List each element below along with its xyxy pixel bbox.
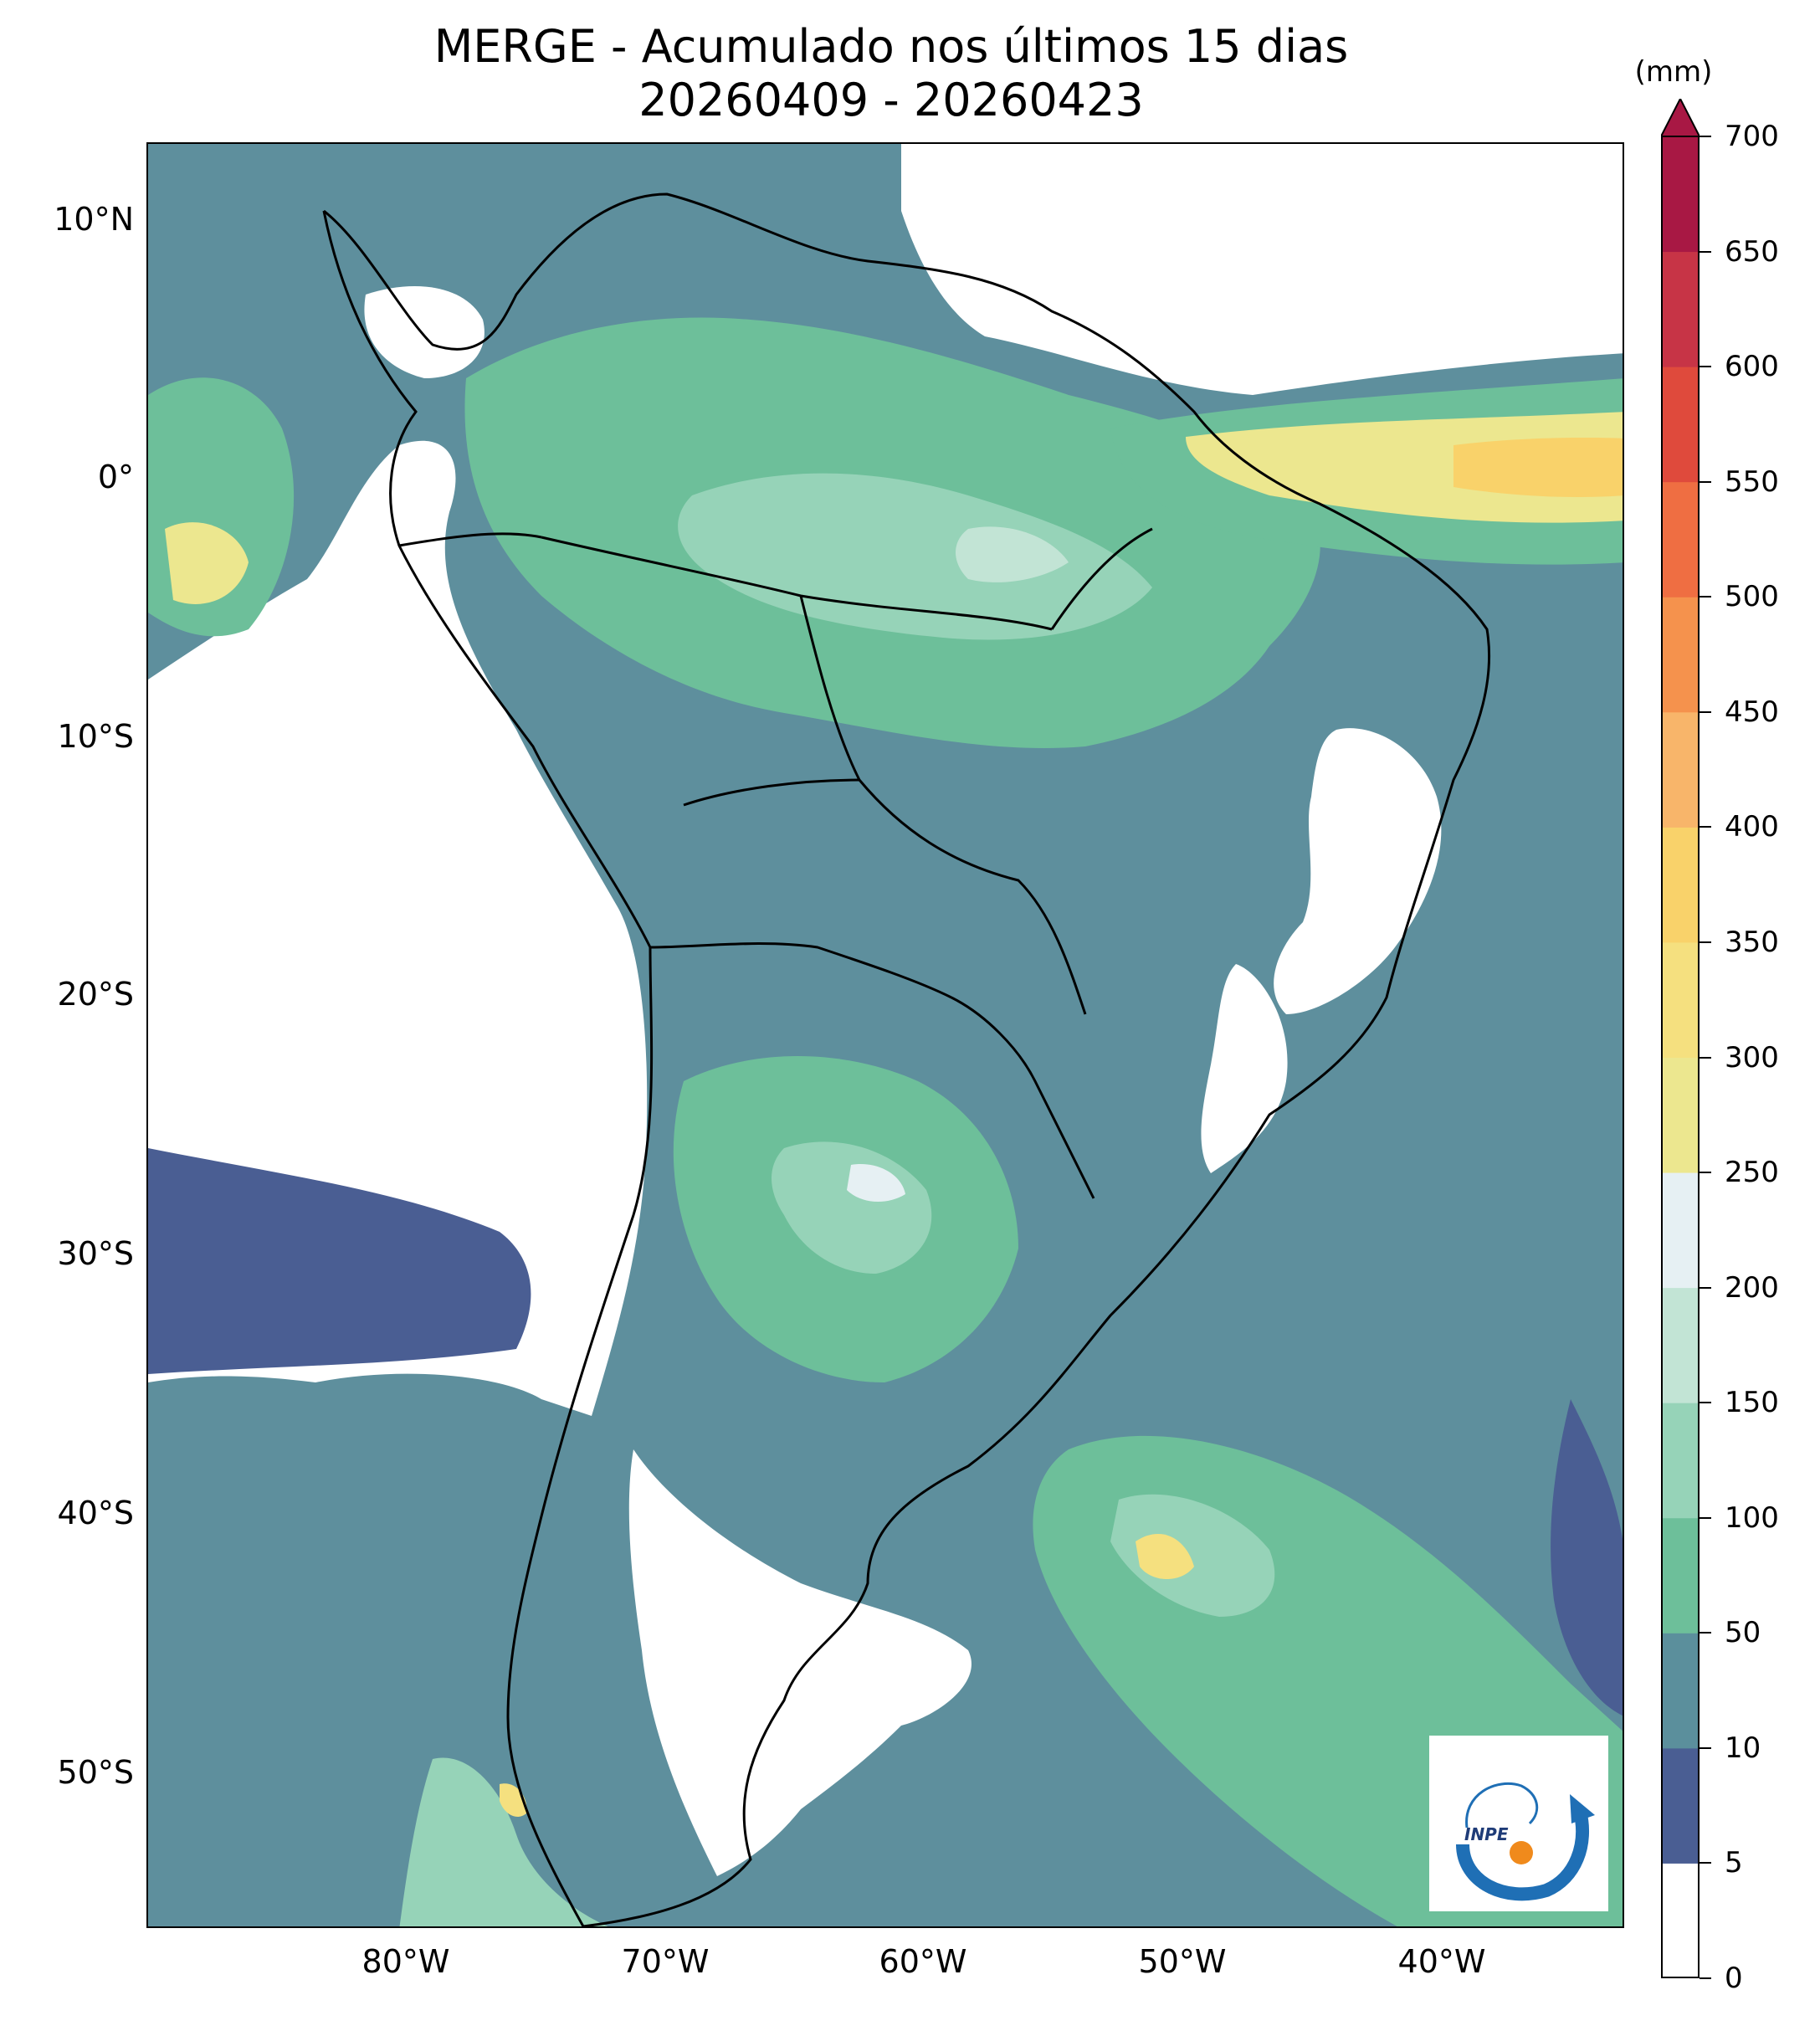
colorbar-tick: [1700, 1172, 1711, 1174]
lon-label-50w: 50°W: [1138, 1943, 1227, 1980]
colorbar-segment: [1661, 1057, 1700, 1173]
dry-area-patagonia: [628, 1449, 972, 1876]
colorbar-tick: [1700, 596, 1711, 598]
colorbar-segment: [1661, 597, 1700, 713]
colorbar-tick: [1700, 1402, 1711, 1404]
colorbar-tick: [1700, 710, 1711, 713]
colorbar-tick: [1700, 1056, 1711, 1059]
lat-label-40s: 40°S: [57, 1495, 134, 1531]
colorbar-segment: [1661, 1633, 1700, 1749]
colorbar-tick: [1700, 480, 1711, 483]
colorbar-tick: [1700, 1862, 1711, 1864]
colorbar-segment: [1661, 941, 1700, 1058]
colorbar-border: [1661, 136, 1700, 1978]
colorbar-tick-label: 100: [1725, 1500, 1779, 1535]
colorbar-segment: [1661, 1403, 1700, 1519]
colorbar-unit: (mm): [1634, 55, 1713, 89]
colorbar-tick-label: 50: [1725, 1616, 1761, 1650]
colorbar-tick: [1700, 1746, 1711, 1749]
colorbar-segment: [1661, 711, 1700, 828]
colorbar-tick-label: 350: [1725, 925, 1779, 959]
dry-area-brazil-east: [1274, 728, 1442, 1014]
rain-band-5-10-east: [1551, 1399, 1623, 1716]
colorbar-tick-label: 550: [1725, 464, 1779, 499]
lon-label-60w: 60°W: [879, 1943, 967, 1980]
colorbar-segment: [1661, 1172, 1700, 1289]
rain-350-400-itcz: [1453, 437, 1623, 497]
colorbar-tick: [1700, 1286, 1711, 1289]
rain-250-300-itcz: [1186, 412, 1623, 523]
colorbar-tick-label: 400: [1725, 810, 1779, 844]
colorbar-tick: [1700, 1632, 1711, 1634]
colorbar-segment: [1661, 1863, 1700, 1978]
colorbar-tick: [1700, 1977, 1711, 1979]
colorbar-segment: [1661, 367, 1700, 483]
colorbar-segment: [1661, 251, 1700, 367]
rain-100-150-south-atlantic: [1110, 1494, 1275, 1617]
lon-label-70w: 70°W: [621, 1943, 710, 1980]
rain-100-150-amazon: [678, 473, 1152, 640]
colorbar-tick: [1700, 826, 1711, 828]
rain-100-150-chile: [399, 1757, 608, 1926]
lat-label-10s: 10°S: [57, 718, 134, 755]
colorbar-tick-label: 5: [1725, 1846, 1743, 1880]
colorbar-tick: [1700, 366, 1711, 368]
colorbar-tick: [1700, 136, 1711, 137]
colorbar-segment: [1661, 481, 1700, 598]
colorbar-tick-label: 450: [1725, 695, 1779, 729]
dry-area-caribbean: [364, 286, 484, 378]
colorbar-tick-label: 150: [1725, 1386, 1779, 1420]
colorbar-segment: [1661, 1517, 1700, 1634]
colorbar-tick-label: 700: [1725, 120, 1779, 153]
colorbar-tick-label: 0: [1725, 1962, 1743, 1995]
svg-text:INPE: INPE: [1464, 1824, 1509, 1844]
lon-label-80w: 80°W: [361, 1943, 450, 1980]
colorbar-tick-label: 200: [1725, 1270, 1779, 1305]
map-title: MERGE - Acumulado nos últimos 15 dias: [433, 20, 1349, 73]
colorbar-extend-arrow: [1661, 99, 1700, 137]
inpe-logo: INPE: [1429, 1736, 1608, 1911]
map-canvas: [148, 144, 1623, 1926]
precipitation-map: [146, 142, 1624, 1928]
colorbar: [1661, 99, 1700, 1978]
lat-label-50s: 50°S: [57, 1754, 134, 1791]
colorbar-tick-label: 650: [1725, 234, 1779, 269]
colorbar-segment: [1661, 1747, 1700, 1864]
lat-label-20s: 20°S: [57, 976, 134, 1013]
colorbar-tick: [1700, 1516, 1711, 1519]
colorbar-segment: [1661, 1287, 1700, 1403]
rain-150-200-amazon: [956, 526, 1069, 582]
colorbar-tick: [1700, 250, 1711, 253]
rain-band-5-10-south: [148, 1148, 531, 1374]
lat-label-0: 0°: [97, 459, 134, 495]
map-subtitle-dates: 20260409 - 20260423: [638, 74, 1144, 126]
colorbar-tick-label: 10: [1725, 1731, 1761, 1765]
rain-200-250-south-central: [847, 1164, 905, 1203]
colorbar-tick-label: 600: [1725, 350, 1779, 384]
lat-label-30s: 30°S: [57, 1235, 134, 1272]
colorbar-segment: [1661, 827, 1700, 943]
lat-label-10n: 10°N: [54, 201, 134, 238]
dry-area-north-atlantic: [901, 144, 1623, 395]
colorbar-segment: [1661, 136, 1700, 253]
colorbar-tick: [1700, 941, 1711, 943]
country-borders: [322, 192, 1491, 1926]
colorbar-tick-label: 300: [1725, 1040, 1779, 1074]
lon-label-40w: 40°W: [1397, 1943, 1486, 1980]
colorbar-tick-label: 250: [1725, 1156, 1779, 1190]
colorbar-tick-label: 500: [1725, 580, 1779, 614]
rain-300-350-south-atlantic: [1136, 1534, 1194, 1579]
rain-250-300-pacific-nw: [165, 522, 249, 604]
